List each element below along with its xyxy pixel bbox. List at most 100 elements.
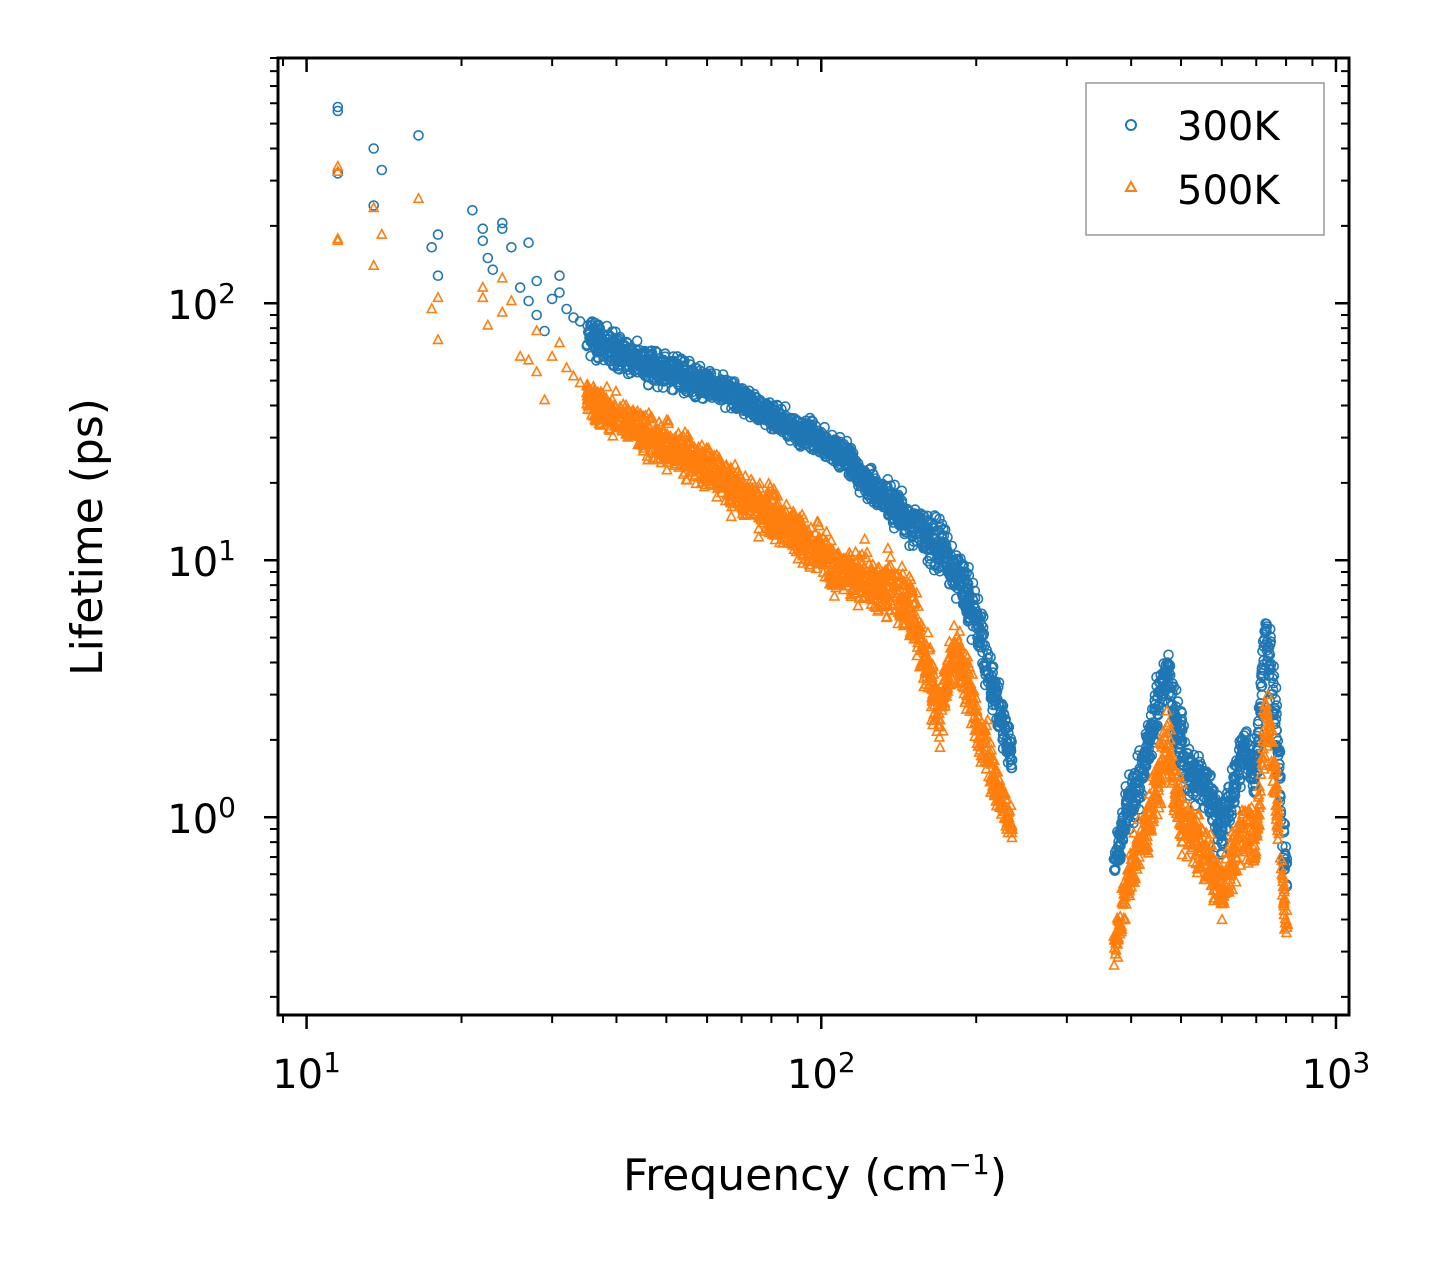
point-300K (601, 348, 613, 360)
point-300K (546, 293, 558, 305)
point-500K (852, 599, 864, 611)
point-500K (722, 489, 735, 501)
point-300K (1265, 636, 1277, 647)
point-500K (614, 406, 627, 418)
point-500K (805, 521, 817, 533)
point-500K (610, 384, 622, 396)
point-500K (623, 425, 636, 437)
point-500K (546, 349, 558, 361)
point-500K (792, 524, 805, 536)
point-500K (811, 515, 824, 527)
point-300K (682, 386, 694, 398)
point-300K (638, 359, 650, 371)
point-500K (762, 476, 775, 489)
point-500K (538, 393, 551, 405)
point-300K (413, 130, 424, 141)
point-300K (1133, 774, 1145, 786)
point-500K (793, 513, 806, 525)
point-300K (1145, 722, 1157, 734)
point-500K (567, 369, 580, 381)
point-300K (1163, 688, 1174, 700)
point-500K (771, 515, 784, 527)
point-500K (704, 477, 717, 489)
point-300K (675, 353, 687, 365)
point-500K (594, 393, 607, 405)
point-300K (877, 478, 889, 490)
point-500K (672, 444, 685, 457)
point-300K (664, 365, 676, 377)
point-300K (1270, 682, 1282, 694)
point-300K (1188, 782, 1199, 794)
point-500K (688, 460, 701, 472)
point-500K (646, 429, 659, 441)
point-300K (892, 516, 904, 528)
point-500K (868, 599, 881, 611)
point-500K (677, 430, 690, 442)
point-500K (580, 397, 593, 409)
point-300K (1004, 748, 1016, 760)
point-300K (1146, 750, 1157, 761)
point-500K (637, 444, 650, 456)
point-500K (514, 349, 527, 361)
point-300K (1132, 750, 1143, 762)
point-300K (523, 295, 534, 307)
point-500K (632, 437, 645, 449)
point-300K (963, 561, 974, 573)
point-300K (612, 360, 624, 372)
point-500K (683, 443, 695, 455)
point-500K (711, 472, 723, 484)
point-300K (715, 392, 727, 403)
point-300K (877, 488, 889, 500)
point-500K (641, 449, 654, 461)
point-500K (756, 505, 769, 517)
point-500K (664, 429, 677, 441)
point-300K (523, 237, 534, 248)
point-500K (817, 565, 830, 577)
point-300K (982, 652, 993, 664)
point-500K (677, 453, 690, 465)
point-500K (601, 380, 613, 392)
point-500K (607, 429, 619, 441)
point-300K (1201, 795, 1212, 807)
point-300K (779, 424, 791, 436)
point-300K (477, 235, 489, 247)
point-300K (554, 270, 565, 282)
point-300K (531, 275, 543, 287)
point-500K (553, 336, 566, 348)
point-300K (907, 540, 919, 551)
point-500K (412, 192, 425, 204)
point-300K (590, 331, 602, 342)
point-300K (692, 373, 703, 384)
point-500K (832, 574, 845, 586)
point-500K (749, 508, 762, 520)
point-500K (682, 428, 694, 440)
point-500K (774, 523, 787, 535)
point-300K (376, 164, 388, 176)
point-300K (603, 329, 614, 341)
point-300K (432, 229, 444, 240)
point-300K (432, 270, 444, 282)
point-300K (1163, 649, 1174, 661)
point-500K (331, 232, 344, 244)
point-300K (936, 531, 947, 543)
point-500K (666, 448, 679, 460)
point-500K (626, 417, 639, 429)
point-300K (1222, 791, 1234, 803)
point-300K (1112, 841, 1124, 852)
point-300K (838, 441, 849, 452)
point-500K (642, 418, 655, 430)
point-500K (741, 487, 753, 499)
point-300K (1261, 626, 1272, 637)
point-300K (1155, 689, 1167, 700)
point-300K (738, 388, 749, 400)
point-300K (1241, 726, 1252, 737)
point-500K (780, 498, 793, 510)
point-300K (1167, 678, 1178, 689)
point-500K (810, 552, 823, 564)
point-300K (1152, 701, 1164, 712)
point-300K (496, 223, 508, 234)
point-500K (637, 409, 650, 421)
point-300K (554, 287, 565, 298)
point-300K (908, 525, 919, 537)
point-300K (1223, 781, 1234, 793)
